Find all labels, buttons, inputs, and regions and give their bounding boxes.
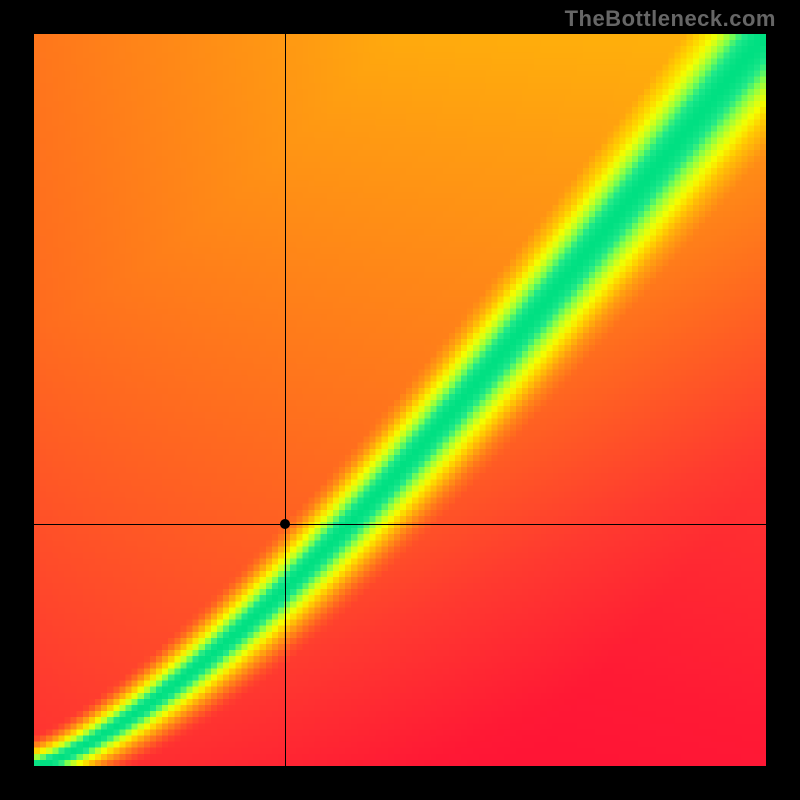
crosshair-horizontal (34, 524, 766, 525)
crosshair-vertical (285, 34, 286, 766)
heatmap-plot-area (34, 34, 766, 766)
chart-root: TheBottleneck.com (0, 0, 800, 800)
heatmap-canvas (34, 34, 766, 766)
watermark-label: TheBottleneck.com (565, 6, 776, 32)
